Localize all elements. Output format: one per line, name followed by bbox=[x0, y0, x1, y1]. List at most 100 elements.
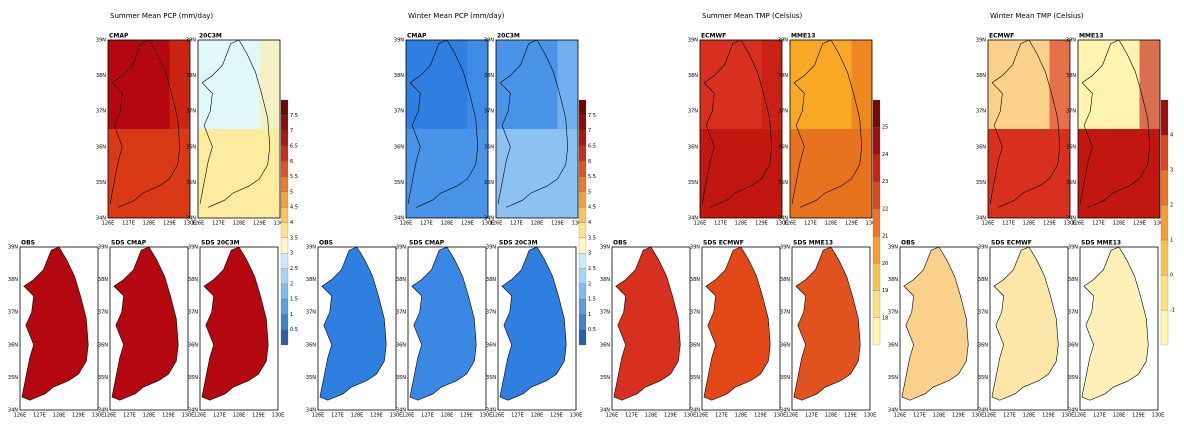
map-cell bbox=[851, 40, 872, 218]
lon-tick-label: 127E bbox=[1092, 221, 1105, 227]
colorbar-segment bbox=[280, 191, 289, 208]
lon-tick-label: 126E bbox=[400, 221, 413, 227]
colorbar-segment bbox=[578, 145, 587, 162]
colorbar-label: 3 bbox=[588, 251, 591, 257]
group-title: Summer Mean TMP (Celsius) bbox=[702, 12, 803, 20]
lon-tick-label: 129E bbox=[461, 221, 474, 227]
colorbar-label: 2.5 bbox=[588, 266, 596, 272]
colorbar-label: 3 bbox=[290, 251, 293, 257]
lat-tick-label: 35N bbox=[306, 375, 316, 381]
lon-tick-label: 126E bbox=[694, 221, 707, 227]
lat-tick-label: 38N bbox=[394, 73, 404, 79]
lon-tick-label: 126E bbox=[102, 221, 115, 227]
colorbar-label: 5 bbox=[588, 189, 591, 195]
colorbar-label: 5.5 bbox=[588, 174, 596, 180]
lon-tick-label: 130E bbox=[184, 221, 197, 227]
lat-tick-label: 39N bbox=[396, 245, 406, 251]
colorbar-segment bbox=[578, 237, 587, 254]
panel-label: SDS MME13 bbox=[1081, 240, 1121, 247]
korea-land bbox=[703, 246, 771, 401]
lon-tick-label: 129E bbox=[1042, 413, 1055, 419]
lat-tick-label: 36N bbox=[690, 342, 700, 348]
lat-tick-label: 36N bbox=[8, 342, 18, 348]
lat-tick-label: 36N bbox=[778, 144, 788, 150]
lat-tick-label: 34N bbox=[976, 216, 986, 222]
lat-tick-label: 36N bbox=[188, 342, 198, 348]
korea-land bbox=[1081, 246, 1149, 401]
lon-tick-label: 126E bbox=[312, 413, 325, 419]
lon-tick-label: 128E bbox=[1023, 221, 1036, 227]
colorbar-label: 1 bbox=[588, 312, 591, 318]
colorbar-segment bbox=[280, 268, 289, 284]
lat-tick-label: 34N bbox=[98, 408, 108, 414]
lat-tick-label: 34N bbox=[306, 408, 316, 414]
lat-tick-label: 39N bbox=[1068, 245, 1078, 251]
lat-tick-label: 34N bbox=[484, 216, 494, 222]
lon-tick-label: 130E bbox=[480, 413, 493, 419]
lat-tick-label: 34N bbox=[8, 408, 18, 414]
lat-tick-label: 35N bbox=[98, 375, 108, 381]
panel-label: SDS 20C3M bbox=[499, 240, 538, 247]
colorbar-label: -1 bbox=[1170, 308, 1175, 314]
panel-label: CMAP bbox=[407, 33, 427, 40]
lat-tick-label: 37N bbox=[600, 310, 610, 316]
colorbar-segment bbox=[1160, 99, 1169, 136]
map-frame bbox=[497, 246, 577, 411]
lat-tick-label: 37N bbox=[976, 109, 986, 115]
map-frame bbox=[987, 39, 1071, 219]
lat-tick-label: 34N bbox=[778, 216, 788, 222]
colorbar-label: 5.5 bbox=[290, 174, 298, 180]
lon-tick-label: 127E bbox=[122, 221, 135, 227]
colorbar-segment bbox=[1160, 134, 1169, 171]
colorbar-label: 4.5 bbox=[290, 205, 298, 211]
lon-tick-label: 128E bbox=[735, 221, 748, 227]
lon-tick-label: 129E bbox=[755, 221, 768, 227]
lat-tick-label: 34N bbox=[978, 408, 988, 414]
lat-tick-label: 39N bbox=[978, 245, 988, 251]
lat-tick-label: 37N bbox=[486, 310, 496, 316]
map-frame bbox=[317, 246, 397, 411]
lon-tick-label: 129E bbox=[952, 413, 965, 419]
panel-label: ECMWF bbox=[989, 33, 1014, 40]
panel-label: SDS 20C3M bbox=[201, 240, 240, 247]
lon-tick-label: 129E bbox=[1132, 413, 1145, 419]
lat-tick-label: 37N bbox=[394, 109, 404, 115]
colorbar-segment bbox=[872, 154, 881, 182]
lat-tick-label: 34N bbox=[600, 408, 610, 414]
colorbar-label: 18 bbox=[882, 315, 888, 321]
lat-tick-label: 39N bbox=[188, 245, 198, 251]
lat-tick-label: 37N bbox=[484, 109, 494, 115]
lat-tick-label: 39N bbox=[306, 245, 316, 251]
lat-tick-label: 39N bbox=[96, 38, 106, 44]
colorbar-label: 2 bbox=[588, 281, 591, 287]
lon-tick-label: 128E bbox=[933, 413, 946, 419]
lon-tick-label: 130E bbox=[570, 413, 583, 419]
lat-tick-label: 39N bbox=[484, 38, 494, 44]
colorbar-segment bbox=[280, 283, 289, 300]
map-frame bbox=[109, 246, 189, 411]
colorbar-segment bbox=[578, 329, 587, 346]
korea-land bbox=[21, 246, 89, 401]
lat-tick-label: 36N bbox=[976, 144, 986, 150]
lon-tick-label: 128E bbox=[1023, 413, 1036, 419]
lat-tick-label: 39N bbox=[8, 245, 18, 251]
lon-tick-label: 130E bbox=[1064, 221, 1077, 227]
colorbar-segment bbox=[578, 314, 587, 330]
lon-tick-label: 128E bbox=[351, 413, 364, 419]
lon-tick-label: 130E bbox=[972, 413, 985, 419]
panel-label: ECMWF bbox=[701, 33, 726, 40]
lat-tick-label: 37N bbox=[96, 109, 106, 115]
lon-tick-label: 130E bbox=[1152, 413, 1165, 419]
lat-tick-label: 35N bbox=[394, 180, 404, 186]
colorbar-label: 3.5 bbox=[588, 235, 596, 241]
colorbar-label: 2.5 bbox=[290, 266, 298, 272]
panel-label: 20C3M bbox=[497, 33, 520, 40]
lon-tick-label: 127E bbox=[805, 413, 818, 419]
colorbar-segment bbox=[280, 329, 289, 346]
lat-tick-label: 38N bbox=[486, 277, 496, 283]
colorbar-segment bbox=[1160, 239, 1169, 276]
group-title: Winter Mean PCP (mm/day) bbox=[408, 12, 505, 20]
colorbar-segment bbox=[280, 130, 289, 147]
lon-tick-label: 128E bbox=[735, 413, 748, 419]
